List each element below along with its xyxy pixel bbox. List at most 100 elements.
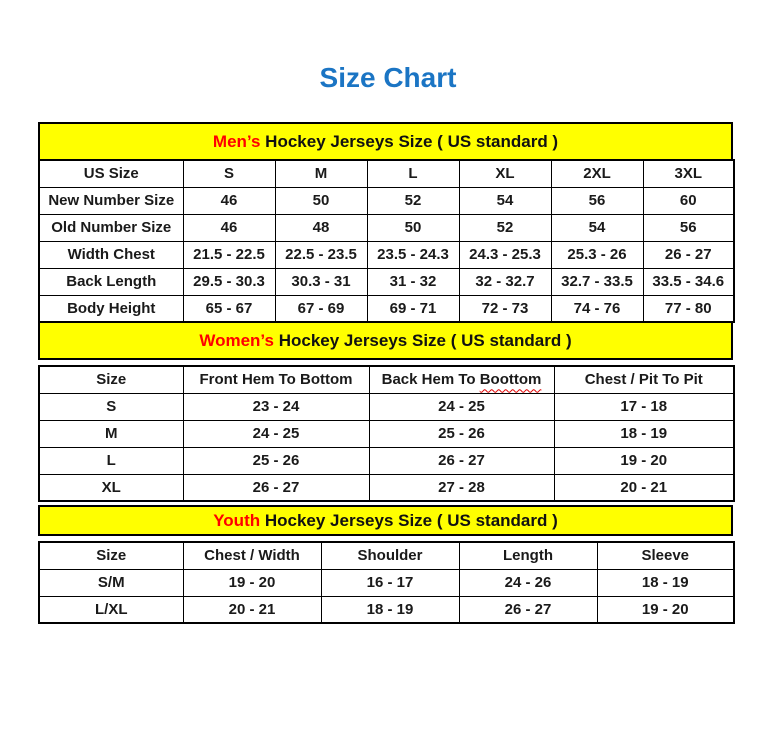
table-row: New Number Size 46 50 52 54 56 60 xyxy=(38,186,735,215)
value-cell: 52 xyxy=(366,186,460,215)
col-header-cell: Chest / Width xyxy=(182,541,322,570)
size-chart-container: Men’s Hockey Jerseys Size ( US standard … xyxy=(38,122,735,624)
value-cell: 77 - 80 xyxy=(642,294,735,323)
col-header-cell: M xyxy=(274,159,368,188)
misspelled-word: Boottom xyxy=(479,371,542,389)
row-label-cell: Old Number Size xyxy=(38,213,184,242)
col-header-cell: Sleeve xyxy=(596,541,735,570)
table-row: L 25 - 26 26 - 27 19 - 20 xyxy=(38,446,735,475)
value-cell: 19 - 20 xyxy=(553,446,735,475)
value-cell: 56 xyxy=(550,186,644,215)
value-cell: 20 - 21 xyxy=(182,595,322,624)
table-row: Old Number Size 46 48 50 52 54 56 xyxy=(38,213,735,242)
value-cell: 50 xyxy=(366,213,460,242)
womens-section-band: Women’s Hockey Jerseys Size ( US standar… xyxy=(38,323,733,360)
value-cell: 26 - 27 xyxy=(458,595,598,624)
value-cell: 31 - 32 xyxy=(366,267,460,296)
value-cell: 25.3 - 26 xyxy=(550,240,644,269)
value-cell: 32.7 - 33.5 xyxy=(550,267,644,296)
value-cell: 29.5 - 30.3 xyxy=(182,267,276,296)
value-cell: 26 - 27 xyxy=(642,240,735,269)
col-header-cell: 2XL xyxy=(550,159,644,188)
value-cell: 20 - 21 xyxy=(553,473,735,502)
page-title: Size Chart xyxy=(319,62,457,93)
row-label-cell: Width Chest xyxy=(38,240,184,269)
col-header-cell: L xyxy=(366,159,460,188)
value-cell: 22.5 - 23.5 xyxy=(274,240,368,269)
value-cell: 18 - 19 xyxy=(553,419,735,448)
col-header-cell: Shoulder xyxy=(320,541,460,570)
value-cell: 18 - 19 xyxy=(320,595,460,624)
value-cell: 24 - 25 xyxy=(368,392,555,421)
value-cell: 26 - 27 xyxy=(368,446,555,475)
row-label-cell: Body Height xyxy=(38,294,184,323)
row-label-cell: L xyxy=(38,446,184,475)
youth-band-highlight: Youth xyxy=(213,511,261,530)
value-cell: 16 - 17 xyxy=(320,568,460,597)
col-header-cell: Size xyxy=(38,365,184,394)
size-chart-page: Size Chart Men’s Hockey Jerseys Size ( U… xyxy=(0,60,776,752)
row-label-cell: S xyxy=(38,392,184,421)
row-label-cell: M xyxy=(38,419,184,448)
youth-band-text: Hockey Jerseys Size ( US standard ) xyxy=(260,511,558,530)
table-row: S/M 19 - 20 16 - 17 24 - 26 18 - 19 xyxy=(38,568,735,597)
value-cell: 21.5 - 22.5 xyxy=(182,240,276,269)
value-cell: 24 - 26 xyxy=(458,568,598,597)
row-label-cell: Back Length xyxy=(38,267,184,296)
col-header-cell: 3XL xyxy=(642,159,735,188)
col-header-cell: Size xyxy=(38,541,184,570)
mens-band-text: Hockey Jerseys Size ( US standard ) xyxy=(260,132,559,151)
value-cell: 27 - 28 xyxy=(368,473,555,502)
value-cell: 24.3 - 25.3 xyxy=(458,240,552,269)
value-cell: 26 - 27 xyxy=(182,473,370,502)
value-cell: 17 - 18 xyxy=(553,392,735,421)
value-cell: 23 - 24 xyxy=(182,392,370,421)
value-cell: 46 xyxy=(182,213,276,242)
value-cell: 32 - 32.7 xyxy=(458,267,552,296)
table-row: M 24 - 25 25 - 26 18 - 19 xyxy=(38,419,735,448)
mens-size-table: US Size S M L XL 2XL 3XL New Number Size… xyxy=(38,159,735,323)
table-header-row: Size Front Hem To Bottom Back Hem To Boo… xyxy=(38,365,735,394)
youth-size-table: Size Chest / Width Shoulder Length Sleev… xyxy=(38,541,735,624)
col-header-cell: Front Hem To Bottom xyxy=(182,365,370,394)
value-cell: 48 xyxy=(274,213,368,242)
row-label-cell: L/XL xyxy=(38,595,184,624)
value-cell: 74 - 76 xyxy=(550,294,644,323)
value-cell: 25 - 26 xyxy=(368,419,555,448)
womens-band-highlight: Women’s xyxy=(199,331,274,350)
value-cell: 19 - 20 xyxy=(596,595,735,624)
value-cell: 50 xyxy=(274,186,368,215)
value-cell: 24 - 25 xyxy=(182,419,370,448)
value-cell: 56 xyxy=(642,213,735,242)
row-label-cell: XL xyxy=(38,473,184,502)
value-cell: 67 - 69 xyxy=(274,294,368,323)
row-label-cell: New Number Size xyxy=(38,186,184,215)
value-cell: 33.5 - 34.6 xyxy=(642,267,735,296)
col-header-cell: Length xyxy=(458,541,598,570)
value-cell: 69 - 71 xyxy=(366,294,460,323)
col-header-cell: S xyxy=(182,159,276,188)
table-row: Back Length 29.5 - 30.3 30.3 - 31 31 - 3… xyxy=(38,267,735,296)
col-header-text: Back Hem To xyxy=(381,371,480,389)
value-cell: 25 - 26 xyxy=(182,446,370,475)
value-cell: 30.3 - 31 xyxy=(274,267,368,296)
youth-section-band: Youth Hockey Jerseys Size ( US standard … xyxy=(38,505,733,536)
value-cell: 72 - 73 xyxy=(458,294,552,323)
col-header-cell: Back Hem To Boottom xyxy=(368,365,555,394)
value-cell: 54 xyxy=(458,186,552,215)
col-header-cell: XL xyxy=(458,159,552,188)
value-cell: 52 xyxy=(458,213,552,242)
row-label-cell: S/M xyxy=(38,568,184,597)
value-cell: 18 - 19 xyxy=(596,568,735,597)
table-header-row: Size Chest / Width Shoulder Length Sleev… xyxy=(38,541,735,570)
table-row: Width Chest 21.5 - 22.5 22.5 - 23.5 23.5… xyxy=(38,240,735,269)
table-row: L/XL 20 - 21 18 - 19 26 - 27 19 - 20 xyxy=(38,595,735,624)
value-cell: 46 xyxy=(182,186,276,215)
value-cell: 19 - 20 xyxy=(182,568,322,597)
table-row: S 23 - 24 24 - 25 17 - 18 xyxy=(38,392,735,421)
value-cell: 60 xyxy=(642,186,735,215)
mens-band-highlight: Men’s xyxy=(212,132,261,151)
table-header-row: US Size S M L XL 2XL 3XL xyxy=(38,159,735,188)
womens-size-table: Size Front Hem To Bottom Back Hem To Boo… xyxy=(38,365,735,502)
value-cell: 54 xyxy=(550,213,644,242)
